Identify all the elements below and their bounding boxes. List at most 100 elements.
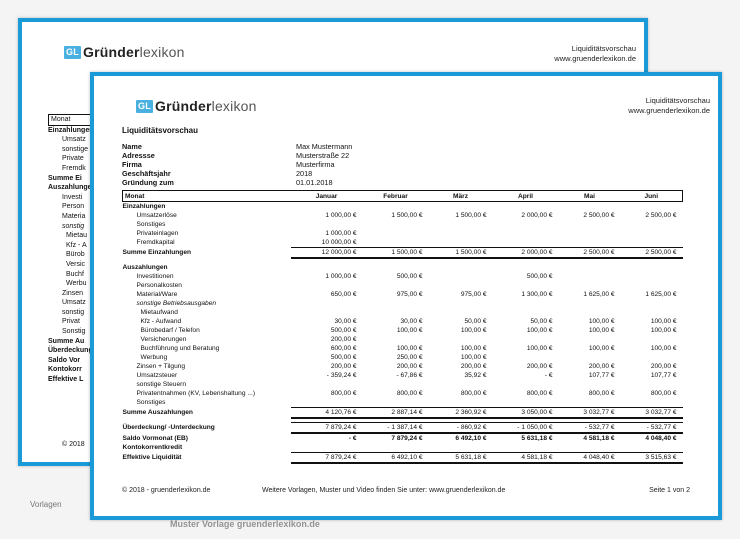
back-row-labels: Monat Einzahlungen Umsatz sonstige Private Fr… bbox=[48, 114, 104, 385]
info-row: Firma Musterfirma bbox=[122, 160, 382, 169]
cell-value: 30,00 € bbox=[400, 318, 423, 325]
cell-value bbox=[493, 443, 559, 452]
back-row-label: Umsatz bbox=[62, 136, 86, 144]
column-header: Monat bbox=[122, 190, 291, 202]
cell-value bbox=[559, 299, 621, 308]
cell-value: 107,77 € bbox=[588, 372, 615, 379]
cell-value bbox=[429, 299, 493, 308]
footer-page-number: Seite 1 von 2 bbox=[649, 487, 690, 494]
cell-value: 250,00 € bbox=[396, 354, 423, 361]
back-row-label: Saldo Vor bbox=[48, 356, 81, 364]
back-row-label: Einzahlungen bbox=[48, 126, 94, 134]
cell-value: 100,00 € bbox=[588, 318, 615, 325]
cell-value bbox=[621, 238, 683, 248]
column-header: April bbox=[492, 190, 559, 202]
cell-value bbox=[493, 202, 559, 212]
column-header: Mai bbox=[558, 190, 621, 202]
row-label: Auszahlungen bbox=[122, 264, 168, 271]
cell-value bbox=[363, 238, 429, 248]
cell-value: 500,00 € bbox=[330, 327, 357, 334]
cell-value bbox=[493, 353, 559, 362]
cell-value: 50,00 € bbox=[530, 318, 553, 325]
cell-value: 1 000,00 € bbox=[325, 230, 357, 237]
cell-value: 100,00 € bbox=[460, 345, 487, 352]
logo-text-secondary: lexikon bbox=[139, 44, 185, 60]
row-label: Sonstiges bbox=[136, 221, 166, 228]
cell-value: 100,00 € bbox=[588, 327, 615, 334]
cell-value bbox=[493, 281, 559, 290]
table-row: Umsatzsteuer - 359,24 € - 67,86 € 35,92 € - … bbox=[123, 371, 683, 380]
cell-value bbox=[493, 220, 559, 229]
row-label: Einzahlungen bbox=[122, 203, 166, 210]
header-url: www.gruenderlexikon.de bbox=[628, 106, 710, 115]
liquidity-table: Monat Januar Februar März April Mai Juni Einzah… bbox=[122, 190, 683, 464]
cell-value: 100,00 € bbox=[650, 318, 677, 325]
logo-mark-icon: GL bbox=[64, 45, 81, 59]
column-header: Januar bbox=[290, 190, 363, 202]
cell-value bbox=[363, 308, 429, 317]
cell-value: 2 360,92 € bbox=[428, 406, 493, 419]
cell-value bbox=[621, 272, 683, 281]
cell-value bbox=[363, 281, 429, 290]
table-row: Kontokorrentkredit bbox=[123, 443, 683, 452]
cell-value bbox=[429, 263, 493, 272]
cell-value: 12 000,00 € bbox=[290, 247, 363, 259]
row-label: Privateinlagen bbox=[136, 230, 179, 237]
cell-value: - 860,92 € bbox=[428, 422, 493, 434]
table-row: Einzahlungen bbox=[123, 202, 683, 212]
cell-value: - 1 050,00 € bbox=[492, 422, 559, 434]
cell-value: - € bbox=[348, 435, 357, 442]
cell-value: 2 500,00 € bbox=[583, 212, 615, 219]
cell-value bbox=[429, 380, 493, 389]
column-header: Juni bbox=[620, 190, 683, 202]
cell-value bbox=[493, 308, 559, 317]
company-info-block: Name Max Mustermann Adressse Musterstraße 2… bbox=[122, 142, 382, 187]
back-row-label: Überdeckung bbox=[48, 347, 93, 355]
table-row: Sonstiges bbox=[123, 398, 683, 407]
info-key: Name bbox=[122, 142, 142, 151]
back-row-label: Umsatz bbox=[62, 299, 86, 307]
row-label: Umsatzsteuer bbox=[136, 372, 178, 379]
column-header: Februar bbox=[362, 190, 429, 202]
back-row-label: Person bbox=[62, 203, 85, 211]
cell-value bbox=[363, 398, 429, 407]
table-row: Werbung 500,00 € 250,00 € 100,00 € bbox=[123, 353, 683, 362]
back-row-label: Versic bbox=[66, 260, 86, 268]
logo-text-primary: Gründer bbox=[155, 98, 212, 114]
cell-value bbox=[621, 380, 683, 389]
cell-value: - € bbox=[544, 372, 553, 379]
cell-value bbox=[559, 272, 621, 281]
row-label: Überdeckung/ -Unterdeckung bbox=[122, 424, 215, 432]
cell-value bbox=[363, 335, 429, 344]
row-label: Effektive Liquidität bbox=[122, 453, 182, 461]
table-row: Fremdkapital 10 000,00 € bbox=[123, 238, 683, 248]
table-header-row: Monat Januar Februar März April Mai Juni bbox=[122, 190, 683, 202]
back-row-label: Mietau bbox=[66, 232, 88, 240]
table-row: sonstige Betriebsausgaben bbox=[123, 299, 683, 308]
cell-value: 3 032,77 € bbox=[558, 406, 621, 419]
table-row: Auszahlungen bbox=[123, 263, 683, 272]
info-row: Adressse Musterstraße 22 bbox=[122, 151, 382, 160]
back-row-label: Effektive L bbox=[48, 376, 84, 384]
cell-value: - 359,24 € bbox=[326, 372, 357, 379]
cell-value bbox=[493, 263, 559, 272]
cell-value bbox=[291, 308, 363, 317]
cell-value: 100,00 € bbox=[650, 345, 677, 352]
row-label: Mietaufwand bbox=[140, 309, 178, 316]
cell-value bbox=[363, 220, 429, 229]
cell-value: 2 000,00 € bbox=[492, 247, 559, 259]
column-header: März bbox=[428, 190, 493, 202]
table-row: Überdeckung/ -Unterdeckung 7 879,24 € - 1 … bbox=[122, 422, 683, 434]
row-label: Buchführung und Beratung bbox=[140, 345, 220, 352]
table-row: Kfz - Aufwand 30,00 € 30,00 € 50,00 € 50,00 … bbox=[123, 317, 683, 326]
table-row: Zinsen + Tilgung 200,00 € 200,00 € 200,00 €… bbox=[123, 362, 683, 371]
info-row: Name Max Mustermann bbox=[122, 142, 382, 151]
cell-value bbox=[291, 202, 363, 212]
background-caption: Muster Vorlage gruenderlexikon.de bbox=[170, 519, 320, 529]
back-row-label: Werbu bbox=[66, 280, 87, 288]
cell-value bbox=[559, 281, 621, 290]
cell-value: 1 500,00 € bbox=[428, 247, 493, 259]
cell-value bbox=[429, 398, 493, 407]
info-row: Geschäftsjahr 2018 bbox=[122, 169, 382, 178]
cell-value: 100,00 € bbox=[460, 327, 487, 334]
